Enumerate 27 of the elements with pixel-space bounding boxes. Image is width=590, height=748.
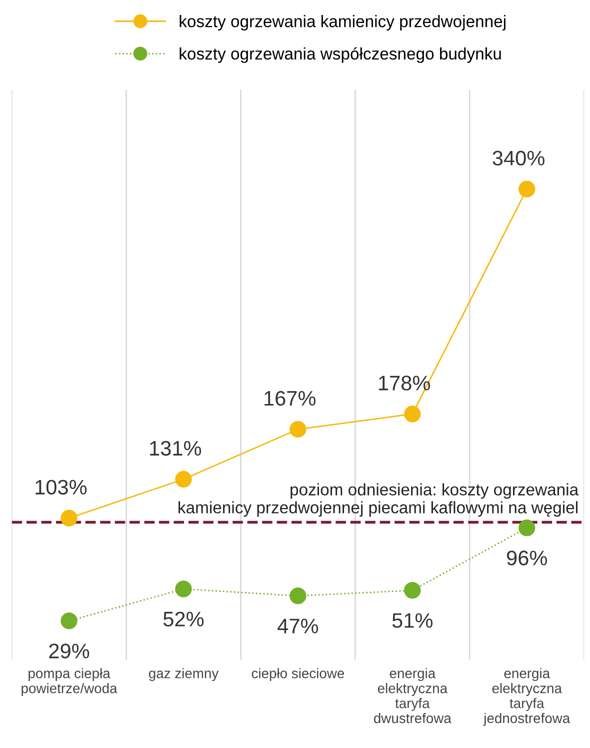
data-label: 52% [163,612,204,626]
point [290,588,306,604]
point [290,420,306,438]
x-tick-label: energia elektryczna taryfa dwustrefowa [374,668,452,724]
data-label: 29% [49,644,90,658]
data-label: 167% [264,390,316,406]
legend-label: koszty ogrzewania kamienicy przedwojennej [180,15,506,31]
ref-line-label: poziom odniesienia: koszty ogrzewania kamienicy przedwojennej piecami kaflowymi na węgiel [178,483,579,517]
data-label: 131% [150,440,202,456]
point [60,612,78,630]
x-tick-label: energia elektryczna taryfa jednostrefowa [483,668,570,726]
x-tick-label: gaz ziemny [148,668,219,682]
data-label: 51% [392,613,433,628]
x-tick-label: ciepło sieciowe [252,668,344,682]
point [175,580,192,598]
data-label: 47% [278,618,318,634]
point [175,470,192,488]
point [518,520,536,536]
point [404,406,421,422]
legend-label: koszty ogrzewania współczesnego budynku [180,47,501,63]
point [518,180,536,198]
point [404,582,421,599]
data-label: 96% [507,550,547,566]
data-label: 103% [36,480,87,495]
point [60,510,78,526]
data-label: 340% [492,150,544,166]
x-tick-label: pompa ciepła powietrze/woda [22,668,118,696]
